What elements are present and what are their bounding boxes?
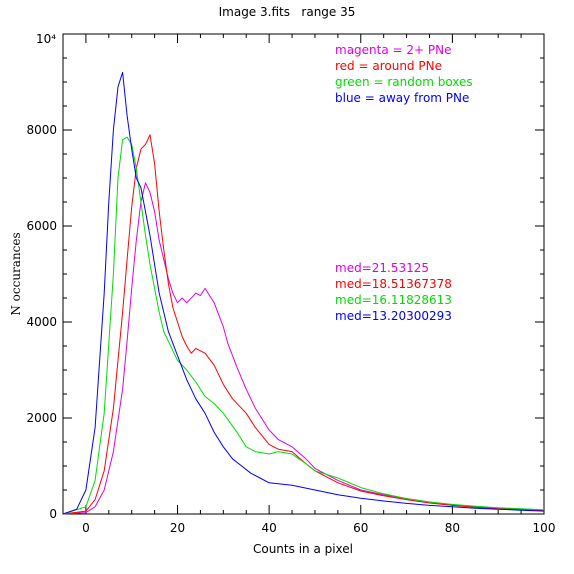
legend: magenta = 2+ PNe red = around PNe green … xyxy=(335,43,473,105)
legend-blue: blue = away from PNe xyxy=(335,91,469,105)
series-line-green xyxy=(62,136,545,515)
median-red: med=18.51367378 xyxy=(335,277,452,291)
chart-title: Image 3.fits range 35 xyxy=(219,5,356,19)
y-tick-label: 8000 xyxy=(26,123,57,137)
legend-magenta: magenta = 2+ PNe xyxy=(335,43,452,57)
series-line-red xyxy=(62,134,545,515)
y-tick-top-label: 10⁴ xyxy=(36,32,56,46)
x-tick-label: 60 xyxy=(353,521,368,535)
plot-frame xyxy=(62,33,545,515)
x-tick-label: 20 xyxy=(170,521,185,535)
x-axis-label: Counts in a pixel xyxy=(253,542,353,556)
y-tick-label: 0 xyxy=(49,507,57,521)
series-lines xyxy=(62,71,545,515)
median-blue: med=13.20300293 xyxy=(335,309,452,323)
y-axis-label: N occurances xyxy=(9,232,23,315)
x-tick-label: 40 xyxy=(262,521,277,535)
median-annotations: med=21.53125 med=18.51367378 med=16.1182… xyxy=(335,261,452,323)
y-tick-label: 6000 xyxy=(26,219,57,233)
x-tick-label: 100 xyxy=(533,521,556,535)
median-magenta: med=21.53125 xyxy=(335,261,429,275)
y-tick-label: 2000 xyxy=(26,411,57,425)
x-tick-label: 0 xyxy=(82,521,90,535)
axis-ticks: 0 20 40 60 80 100 0 2000 4000 6000 8000 xyxy=(26,33,556,535)
series-line-blue xyxy=(62,71,545,515)
legend-green: green = random boxes xyxy=(335,75,473,89)
legend-red: red = around PNe xyxy=(335,59,442,73)
x-tick-label: 80 xyxy=(445,521,460,535)
y-tick-label: 4000 xyxy=(26,315,57,329)
median-green: med=16.11828613 xyxy=(335,293,452,307)
series-line-magenta xyxy=(62,182,545,515)
